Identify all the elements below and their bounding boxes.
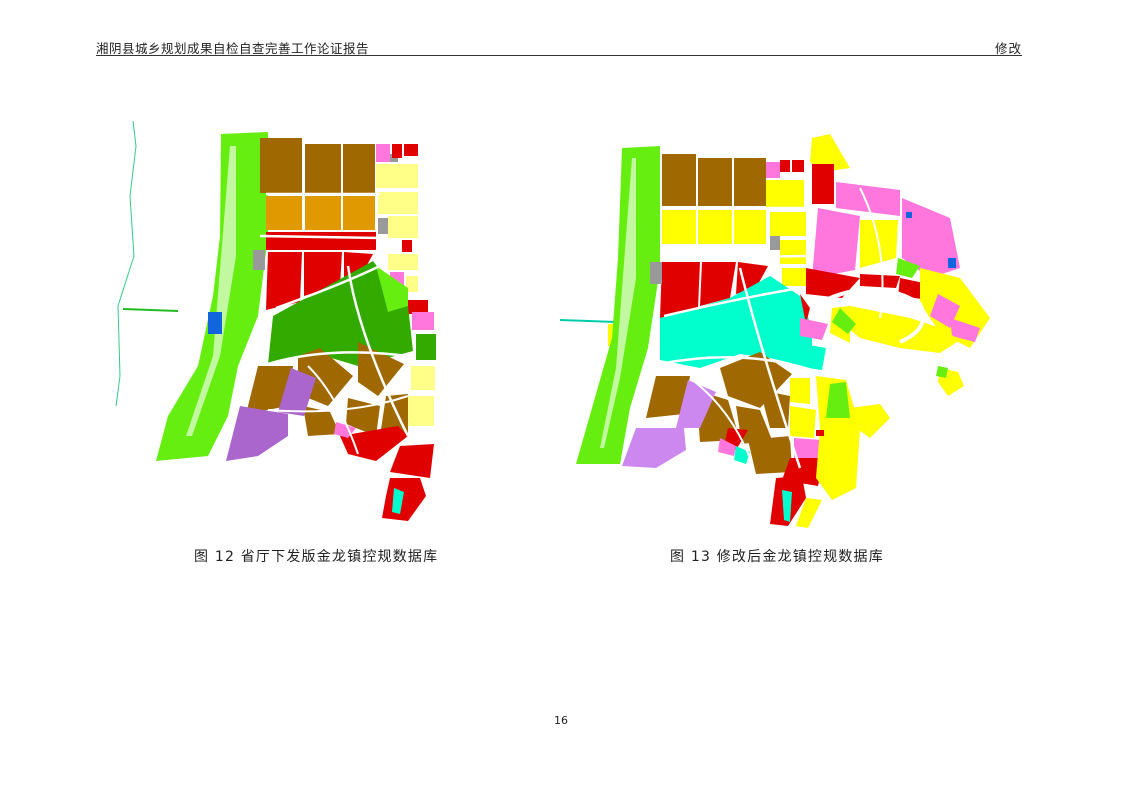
land-use-map-original: [115, 120, 436, 521]
header-rule: [96, 55, 1022, 56]
page-number: 16: [554, 714, 568, 727]
map-revised-parcels: [560, 134, 990, 528]
land-use-map-revised: [560, 134, 990, 528]
figure-13-caption: 图 13 修改后金龙镇控规数据库: [670, 549, 884, 565]
figure-12-caption: 图 12 省厅下发版金龙镇控规数据库: [194, 549, 439, 565]
header-tag: 修改: [994, 41, 1022, 56]
header-title: 湘阴县城乡规划成果自检自查完善工作论证报告: [96, 41, 370, 56]
map-original-parcels: [115, 120, 436, 521]
